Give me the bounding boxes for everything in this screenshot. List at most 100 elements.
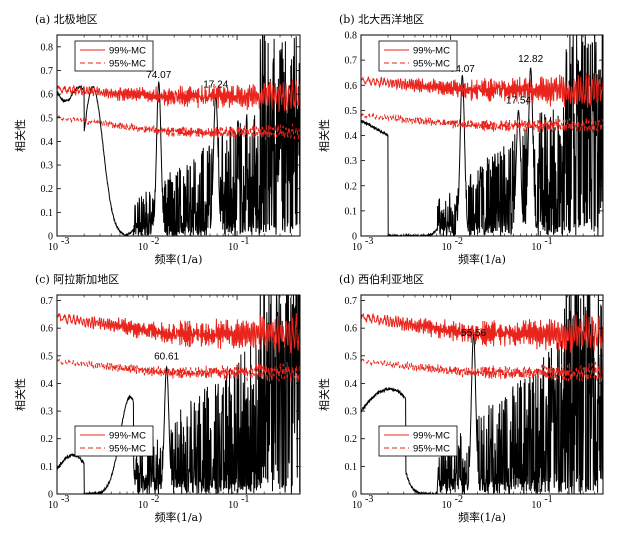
legend-box	[378, 40, 458, 72]
panel-4: 00.10.20.30.40.50.60.710-310-210-1(d) 西伯…	[317, 272, 604, 524]
series-95pct-mc	[57, 358, 300, 382]
y-tick-label: 0.2	[345, 181, 358, 192]
y-tick-label: 0.3	[345, 156, 358, 167]
legend-label: 95%-MC	[109, 59, 146, 70]
x-axis-label: 频率(1/a)	[155, 252, 203, 266]
y-axis-label: 相关性	[13, 119, 27, 152]
panel-1: 00.10.20.30.40.50.60.70.810-310-210-1(a)…	[13, 12, 301, 266]
x-tick-label: 10	[442, 242, 452, 253]
x-tick-exponent: -3	[365, 494, 373, 505]
panel-title: (b) 北大西洋地区	[339, 12, 424, 26]
x-tick-exponent: -3	[61, 494, 69, 505]
y-tick-label: 0.6	[345, 81, 358, 92]
coherence-line	[57, 295, 300, 494]
x-tick-exponent: -3	[61, 236, 69, 247]
x-tick-exponent: -3	[365, 236, 373, 247]
y-tick-label: 0.4	[345, 131, 358, 142]
panel-title: (a) 北极地区	[35, 12, 98, 26]
panel-3: 00.10.20.30.40.50.60.710-310-210-1(c) 阿拉…	[13, 272, 301, 524]
y-tick-label: 0.1	[345, 206, 358, 217]
y-tick-label: 0.1	[41, 462, 54, 473]
panel-2: 00.10.20.30.40.50.60.70.810-310-210-1(b)…	[317, 12, 604, 266]
legend-box	[74, 425, 154, 457]
x-tick-label: 10	[138, 242, 148, 253]
legend-box	[378, 425, 458, 457]
series-95pct-mc	[57, 115, 300, 140]
x-tick-label: 10	[228, 500, 238, 511]
y-tick-label: 0	[352, 232, 357, 243]
y-tick-label: 0.8	[345, 31, 358, 42]
x-tick-exponent: -2	[151, 236, 159, 247]
axes-frame	[56, 34, 301, 237]
x-tick-exponent: -2	[455, 236, 463, 247]
y-tick-label: 0.4	[41, 137, 54, 148]
y-tick-label: 0.5	[345, 106, 358, 117]
legend-label: 99%-MC	[413, 431, 450, 442]
x-tick-exponent: -1	[544, 236, 552, 247]
y-axis-label: 相关性	[317, 378, 331, 411]
y-tick-label: 0.6	[41, 324, 54, 335]
axes-frame	[360, 294, 604, 495]
axes-frame	[56, 294, 301, 495]
legend-label: 95%-MC	[109, 444, 146, 455]
y-tick-label: 0.1	[41, 208, 54, 219]
y-tick-label: 0.3	[345, 407, 358, 418]
legend-label: 95%-MC	[413, 444, 450, 455]
x-tick-label: 10	[352, 500, 362, 511]
y-tick-label: 0	[48, 490, 53, 501]
peak-annotation: 74.07	[146, 70, 171, 81]
peak-annotation: 17.54	[506, 95, 531, 106]
series-95pct-mc	[361, 112, 603, 134]
x-tick-label: 10	[228, 242, 238, 253]
y-tick-label: 0.5	[41, 351, 54, 362]
x-axis-label: 频率(1/a)	[458, 510, 506, 524]
y-tick-label: 0.2	[41, 184, 54, 195]
y-tick-label: 0.5	[345, 351, 358, 362]
x-tick-label: 10	[442, 500, 452, 511]
y-tick-label: 0.3	[41, 407, 54, 418]
series-99pct-mc	[57, 79, 300, 114]
x-tick-exponent: -1	[241, 494, 249, 505]
y-axis-label: 相关性	[317, 119, 331, 152]
peak-annotation: 60.61	[154, 351, 179, 362]
x-axis-label: 频率(1/a)	[458, 252, 506, 266]
y-tick-label: 0.5	[41, 113, 54, 124]
x-axis-label: 频率(1/a)	[155, 510, 203, 524]
series-99pct-mc	[361, 72, 603, 108]
y-tick-label: 0	[48, 232, 53, 243]
coherence-line	[361, 295, 603, 494]
legend-label: 99%-MC	[413, 46, 450, 57]
peak-annotation: 74.07	[450, 64, 475, 75]
y-tick-label: 0.7	[41, 296, 54, 307]
y-tick-label: 0.7	[345, 296, 358, 307]
y-tick-label: 0.6	[345, 324, 358, 335]
series-99pct-mc	[57, 312, 300, 354]
legend-label: 99%-MC	[109, 46, 146, 57]
y-tick-label: 0.6	[41, 90, 54, 101]
y-tick-label: 0.8	[41, 42, 54, 53]
y-axis-label: 相关性	[13, 378, 27, 411]
y-tick-label: 0.1	[345, 462, 358, 473]
x-tick-label: 10	[48, 500, 58, 511]
x-tick-exponent: -2	[151, 494, 159, 505]
panel-title: (d) 西伯利亚地区	[339, 272, 424, 286]
panel-title: (c) 阿拉斯加地区	[35, 272, 119, 286]
x-tick-label: 10	[352, 242, 362, 253]
y-tick-label: 0.7	[345, 56, 358, 67]
x-tick-exponent: -1	[544, 494, 552, 505]
peak-annotation: 12.82	[518, 54, 543, 65]
legend-box	[74, 40, 154, 72]
y-tick-label: 0.2	[41, 434, 54, 445]
x-tick-exponent: -1	[241, 236, 249, 247]
series-95pct-mc	[361, 358, 603, 383]
coherence-line	[57, 35, 300, 236]
y-tick-label: 0	[352, 490, 357, 501]
x-tick-label: 10	[138, 500, 148, 511]
peak-annotation: 55.56	[461, 328, 486, 339]
legend-label: 95%-MC	[413, 59, 450, 70]
x-tick-label: 10	[48, 242, 58, 253]
y-tick-label: 0.7	[41, 66, 54, 77]
y-tick-label: 0.2	[345, 434, 358, 445]
x-tick-exponent: -2	[455, 494, 463, 505]
y-tick-label: 0.4	[345, 379, 358, 390]
